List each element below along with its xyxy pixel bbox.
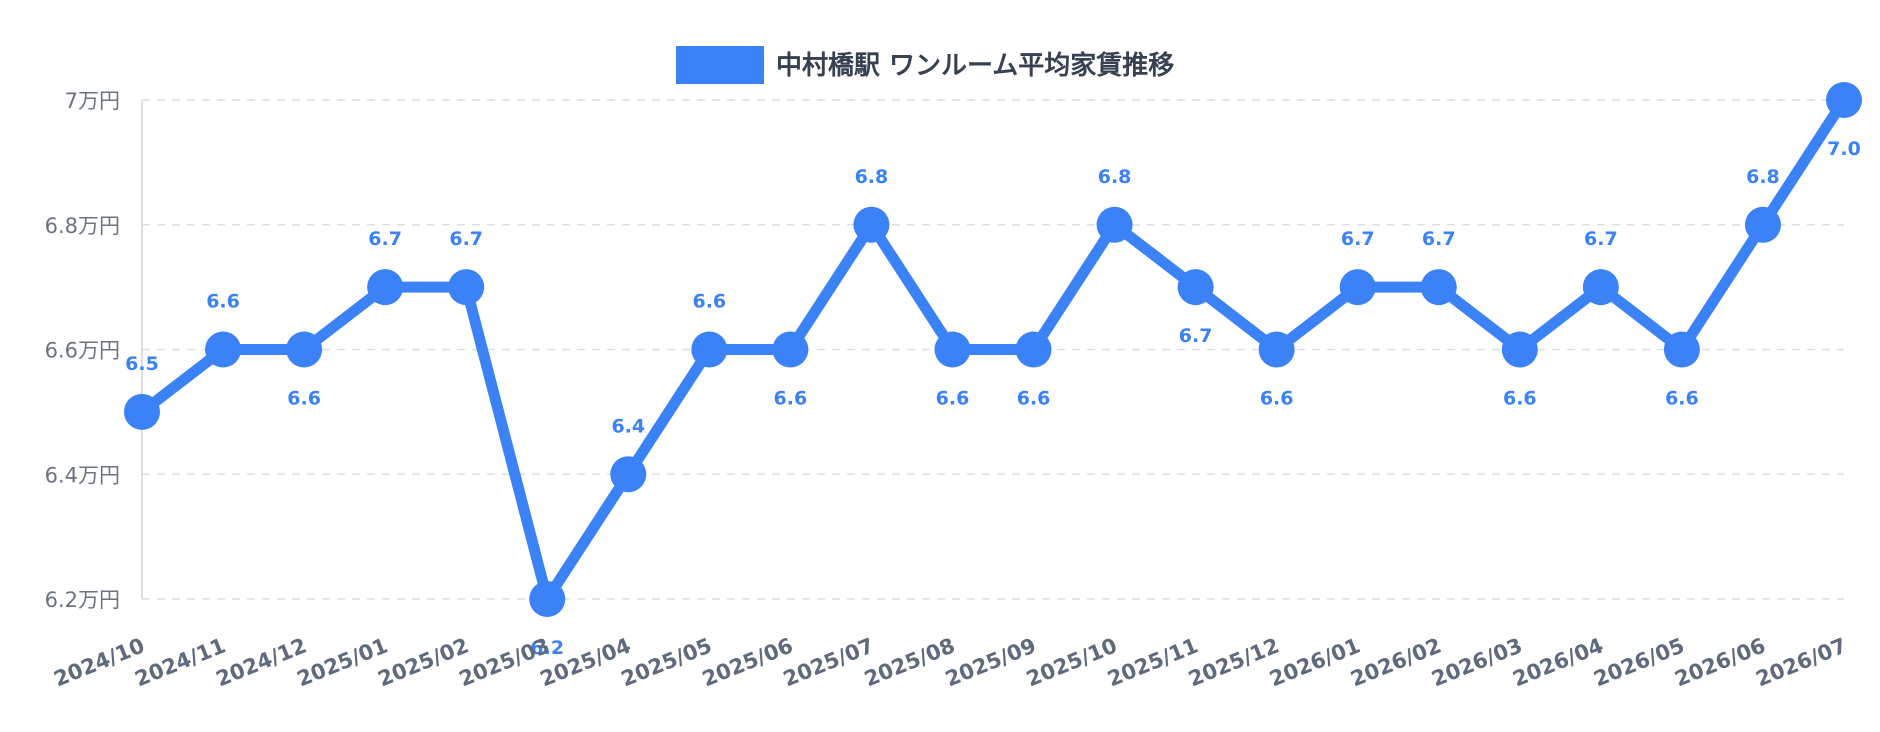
data-point[interactable] — [1177, 269, 1214, 306]
data-point[interactable] — [1826, 82, 1862, 118]
y-tick-label: 6.2万円 — [45, 588, 120, 612]
x-tick-label: 2025/05 — [618, 633, 715, 691]
data-label: 6.6 — [206, 291, 240, 313]
x-tick-label: 2025/12 — [1185, 633, 1282, 691]
x-tick-label: 2025/11 — [1104, 633, 1201, 691]
data-point[interactable] — [1663, 331, 1700, 368]
data-label: 6.6 — [1665, 388, 1699, 410]
data-point[interactable] — [691, 331, 728, 368]
data-point[interactable] — [124, 393, 160, 430]
y-tick-label: 6.6万円 — [45, 339, 120, 363]
x-tick-label: 2025/09 — [942, 633, 1039, 691]
series-line — [136, 94, 1850, 605]
data-label: 6.8 — [1098, 166, 1132, 188]
data-label: 6.5 — [125, 353, 159, 375]
data-label: 6.6 — [692, 291, 726, 313]
y-tick-label: 7万円 — [65, 89, 120, 113]
data-point[interactable] — [1744, 206, 1781, 243]
data-point[interactable] — [1582, 269, 1619, 306]
x-tick-label: 2025/08 — [861, 633, 958, 691]
x-tick-label: 2024/11 — [132, 633, 229, 691]
legend[interactable]: 中村橋駅 ワンルーム平均家賃推移 — [676, 46, 1174, 84]
series-line-group — [136, 94, 1850, 605]
data-label: 6.7 — [1341, 228, 1375, 250]
data-label: 6.7 — [1422, 228, 1456, 250]
data-label: 6.8 — [855, 166, 889, 188]
x-axis-tick-labels: 2024/102024/112024/122025/012025/022025/… — [50, 633, 1849, 691]
data-point[interactable] — [1096, 206, 1133, 243]
data-point[interactable] — [1501, 331, 1538, 368]
data-label: 6.6 — [1017, 388, 1051, 410]
y-tick-label: 6.8万円 — [45, 214, 120, 238]
x-tick-label: 2026/03 — [1428, 633, 1525, 691]
data-points — [124, 82, 1862, 617]
y-axis-tick-labels: 6.2万円 6.4万円 6.6万円 6.8万円 7万円 — [45, 89, 120, 612]
data-point[interactable] — [1258, 331, 1295, 368]
data-label: 6.6 — [1260, 388, 1294, 410]
x-tick-label: 2026/06 — [1671, 633, 1768, 691]
legend-swatch[interactable] — [676, 46, 764, 84]
data-label: 7.0 — [1827, 138, 1861, 160]
data-point[interactable] — [367, 269, 404, 306]
x-tick-label: 2025/06 — [699, 633, 796, 691]
y-tick-label: 6.4万円 — [45, 463, 120, 487]
data-point[interactable] — [853, 206, 890, 243]
data-label: 6.6 — [1503, 388, 1537, 410]
data-point[interactable] — [448, 269, 485, 306]
data-label: 6.4 — [611, 415, 645, 437]
x-tick-label: 2026/01 — [1266, 633, 1363, 691]
data-label: 6.7 — [1584, 228, 1618, 250]
data-labels: 6.5 6.6 6.6 6.7 6.7 6.2 6.4 6.6 6.6 6.8 6.6 6.6 6.8 6… — [125, 138, 1861, 659]
legend-label[interactable]: 中村橋駅 ワンルーム平均家賃推移 — [776, 50, 1174, 81]
data-label: 6.7 — [449, 228, 483, 250]
data-label: 6.8 — [1746, 166, 1780, 188]
data-label: 6.6 — [936, 388, 970, 410]
data-point[interactable] — [1339, 269, 1376, 306]
x-tick-label: 2024/10 — [50, 633, 147, 691]
data-label: 6.6 — [774, 388, 808, 410]
x-tick-label: 2025/10 — [1023, 633, 1120, 691]
data-point[interactable] — [610, 456, 647, 493]
x-tick-label: 2025/02 — [375, 633, 472, 691]
x-tick-label: 2024/12 — [213, 633, 310, 691]
data-point[interactable] — [205, 331, 242, 368]
data-label: 6.6 — [287, 388, 321, 410]
x-tick-label: 2026/05 — [1590, 633, 1687, 691]
data-point[interactable] — [934, 331, 971, 368]
data-point[interactable] — [772, 331, 809, 368]
data-label: 6.7 — [1179, 325, 1213, 347]
data-label: 6.7 — [368, 228, 402, 250]
data-point[interactable] — [1015, 331, 1052, 368]
x-tick-label: 2025/07 — [780, 633, 877, 691]
data-point[interactable] — [1420, 269, 1457, 306]
x-tick-label: 2025/03 — [456, 633, 553, 691]
data-point[interactable] — [529, 581, 566, 617]
x-tick-label: 2026/02 — [1347, 633, 1444, 691]
x-tick-label: 2025/01 — [294, 633, 391, 691]
x-tick-label: 2026/07 — [1752, 633, 1849, 691]
data-label: 6.2 — [530, 637, 564, 659]
x-tick-label: 2026/04 — [1509, 633, 1606, 691]
data-point[interactable] — [286, 331, 323, 368]
